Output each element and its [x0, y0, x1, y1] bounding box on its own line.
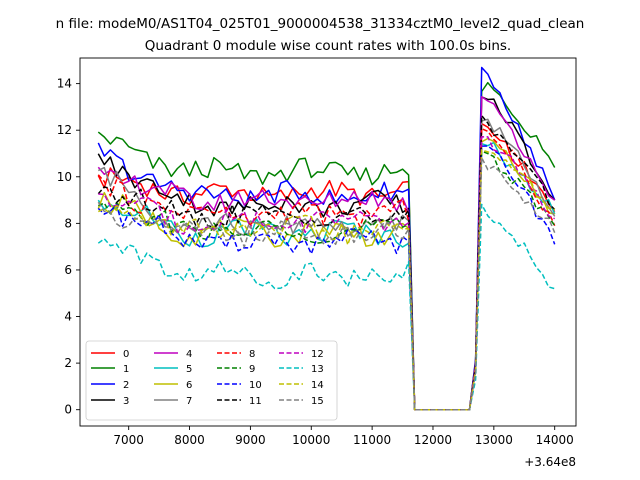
plot-area: 7000 8000 9000 10000 11000 12000 13000 14000 0 2…: [57, 57, 577, 469]
y-axis: 0 2 4 6 8 10 12 14: [57, 77, 80, 417]
y-tick-label: 6: [64, 263, 72, 277]
legend-label-15: 15: [311, 396, 324, 407]
y-tick-label: 0: [64, 403, 72, 417]
x-tick-label: 9000: [235, 433, 266, 447]
legend-label-14: 14: [311, 380, 324, 391]
series-line-14: [97, 149, 555, 411]
y-tick-label: 2: [64, 356, 72, 370]
legend-label-13: 13: [311, 364, 324, 375]
y-tick-label: 8: [64, 216, 72, 230]
y-tick-label: 4: [64, 310, 72, 324]
legend-box: [85, 340, 338, 421]
y-tick-label: 14: [57, 77, 72, 91]
legend-label-0: 0: [123, 349, 129, 360]
x-tick-label: 13000: [475, 433, 513, 447]
x-tick-label: 8000: [174, 433, 205, 447]
x-tick-label: 14000: [536, 433, 574, 447]
legend-label-7: 7: [186, 396, 192, 407]
x-tick-label: 12000: [414, 433, 452, 447]
x-tick-label: 10000: [292, 433, 330, 447]
legend-label-4: 4: [186, 349, 192, 360]
legend-label-2: 2: [123, 380, 129, 391]
x-axis-offset-label: +3.64e8: [524, 455, 576, 469]
y-tick-label: 10: [57, 170, 72, 184]
legend-label-12: 12: [311, 349, 324, 360]
legend-label-1: 1: [123, 364, 129, 375]
y-tick-label: 12: [57, 123, 72, 137]
x-axis: 7000 8000 9000 10000 11000 12000 13000 14000: [113, 426, 574, 447]
axes-frame: [79, 57, 577, 427]
series-line-15: [97, 156, 556, 411]
legend-label-8: 8: [249, 349, 255, 360]
series-line-12: [98, 136, 556, 411]
x-tick-label: 7000: [113, 433, 144, 447]
series-line-9: [98, 150, 556, 411]
chart-title: Quadrant 0 module wise count rates with …: [145, 38, 511, 54]
legend-label-10: 10: [249, 380, 262, 391]
series-line-13: [97, 203, 555, 411]
series-layer: [97, 66, 556, 411]
legend-label-5: 5: [186, 364, 192, 375]
figure-suptitle: n file: modeM0/AS1T04_025T01_9000004538_…: [56, 16, 585, 32]
legend-label-9: 9: [249, 364, 255, 375]
x-tick-label: 11000: [353, 433, 391, 447]
legend-label-6: 6: [186, 380, 192, 391]
legend-label-11: 11: [249, 396, 262, 407]
legend-label-3: 3: [123, 396, 129, 407]
